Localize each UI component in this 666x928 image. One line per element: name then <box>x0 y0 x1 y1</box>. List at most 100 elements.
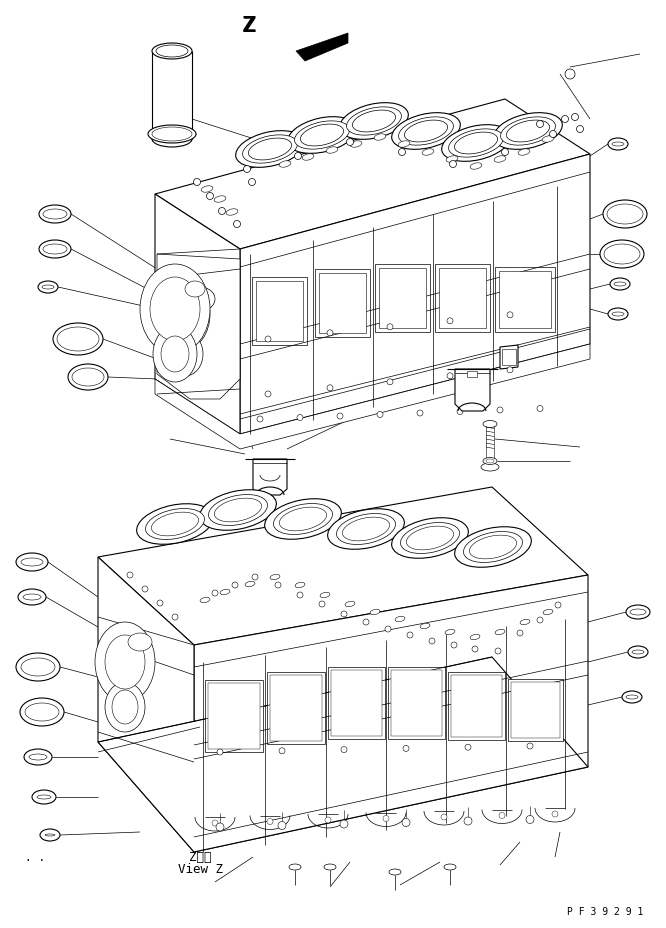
Polygon shape <box>253 459 287 496</box>
Ellipse shape <box>630 610 646 615</box>
Circle shape <box>157 600 163 606</box>
Ellipse shape <box>23 594 41 600</box>
Ellipse shape <box>95 623 155 702</box>
Circle shape <box>377 412 383 418</box>
Polygon shape <box>500 345 518 369</box>
Ellipse shape <box>483 458 497 465</box>
Circle shape <box>257 417 263 422</box>
Circle shape <box>206 193 214 200</box>
Circle shape <box>552 811 558 818</box>
Ellipse shape <box>40 829 60 841</box>
Circle shape <box>337 414 343 419</box>
Bar <box>391 670 442 736</box>
Circle shape <box>507 367 513 373</box>
Ellipse shape <box>43 210 67 220</box>
Circle shape <box>537 122 543 128</box>
Circle shape <box>294 153 302 161</box>
Ellipse shape <box>42 286 54 290</box>
Ellipse shape <box>470 163 482 170</box>
Circle shape <box>252 574 258 580</box>
Bar <box>495 267 555 332</box>
Ellipse shape <box>161 337 189 373</box>
Ellipse shape <box>152 128 192 142</box>
Circle shape <box>232 583 238 588</box>
Ellipse shape <box>167 332 203 377</box>
Ellipse shape <box>612 143 624 147</box>
Polygon shape <box>455 369 490 411</box>
Circle shape <box>447 318 453 325</box>
Circle shape <box>244 166 250 174</box>
Ellipse shape <box>626 695 638 699</box>
Ellipse shape <box>151 512 198 536</box>
Ellipse shape <box>43 245 67 254</box>
Circle shape <box>341 612 347 617</box>
Ellipse shape <box>295 583 305 588</box>
Circle shape <box>278 821 286 830</box>
Circle shape <box>501 149 509 156</box>
Ellipse shape <box>442 125 510 162</box>
Ellipse shape <box>20 698 64 727</box>
Circle shape <box>267 818 273 825</box>
Ellipse shape <box>37 795 51 799</box>
Circle shape <box>142 586 148 592</box>
Ellipse shape <box>16 553 48 572</box>
Circle shape <box>571 114 579 122</box>
Ellipse shape <box>520 620 530 625</box>
Circle shape <box>447 373 453 380</box>
Ellipse shape <box>57 328 99 352</box>
Ellipse shape <box>248 139 292 161</box>
Ellipse shape <box>494 113 562 150</box>
Polygon shape <box>98 558 194 852</box>
Ellipse shape <box>398 142 410 148</box>
Ellipse shape <box>374 135 386 141</box>
Ellipse shape <box>72 368 104 387</box>
Bar <box>388 667 445 740</box>
Ellipse shape <box>300 125 344 147</box>
Ellipse shape <box>470 635 480 640</box>
Circle shape <box>561 116 569 123</box>
Text: View Z: View Z <box>178 862 222 875</box>
Ellipse shape <box>342 518 390 541</box>
Ellipse shape <box>340 104 408 140</box>
Circle shape <box>526 816 534 824</box>
Circle shape <box>417 410 423 417</box>
Bar <box>267 672 325 744</box>
Circle shape <box>275 583 281 588</box>
Circle shape <box>172 614 178 620</box>
Circle shape <box>403 745 409 752</box>
Circle shape <box>218 208 226 215</box>
Circle shape <box>527 743 533 749</box>
Ellipse shape <box>264 499 342 540</box>
Circle shape <box>555 602 561 609</box>
Bar <box>319 274 366 334</box>
Bar <box>439 269 486 329</box>
Circle shape <box>387 380 393 385</box>
Polygon shape <box>296 34 348 62</box>
Ellipse shape <box>328 509 404 549</box>
Ellipse shape <box>185 282 205 298</box>
Bar <box>486 424 494 468</box>
Ellipse shape <box>294 122 350 150</box>
Ellipse shape <box>112 690 138 724</box>
Ellipse shape <box>345 601 355 607</box>
Circle shape <box>402 818 410 827</box>
Circle shape <box>517 630 523 637</box>
Ellipse shape <box>226 210 238 216</box>
Ellipse shape <box>324 864 336 870</box>
Ellipse shape <box>352 111 396 133</box>
Ellipse shape <box>160 279 210 350</box>
Ellipse shape <box>105 636 145 690</box>
Ellipse shape <box>420 624 430 629</box>
Circle shape <box>279 748 285 754</box>
Circle shape <box>385 626 391 632</box>
Ellipse shape <box>389 869 401 875</box>
Ellipse shape <box>242 135 298 164</box>
Polygon shape <box>155 195 240 434</box>
Polygon shape <box>157 254 240 400</box>
Circle shape <box>216 823 224 831</box>
Circle shape <box>383 816 389 821</box>
Bar <box>435 264 490 332</box>
Circle shape <box>341 747 347 753</box>
Ellipse shape <box>464 532 523 563</box>
Polygon shape <box>98 487 588 645</box>
